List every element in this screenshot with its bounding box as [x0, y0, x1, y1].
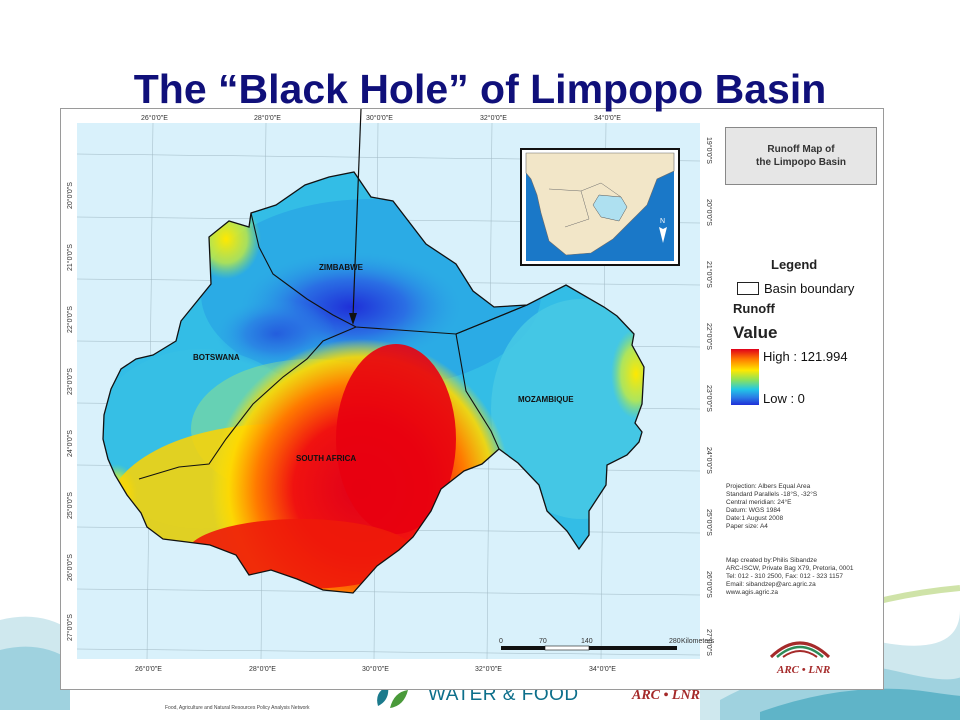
- svg-text:ARC • LNR: ARC • LNR: [776, 664, 830, 676]
- boundary-swatch-icon: [737, 282, 759, 295]
- map-title-line: Runoff Map of: [767, 144, 835, 155]
- scale-tick: 0: [499, 638, 503, 645]
- country-label: BOTSWANA: [193, 353, 240, 362]
- scale-tick: 280: [669, 638, 681, 645]
- lon-label: 26°0'0"E: [135, 665, 162, 673]
- scale-unit: Kilometers: [681, 638, 715, 645]
- map-title-box: Runoff Map of the Limpopo Basin: [725, 127, 877, 185]
- boundary-label: Basin boundary: [764, 281, 855, 296]
- water-food-leaf-icon: [377, 686, 408, 708]
- lat-label: 21°0'0"S: [705, 261, 713, 288]
- lon-label: 28°0'0"E: [254, 114, 281, 122]
- country-labels: ZIMBABWE BOTSWANA MOZAMBIQUE SOUTH AFRIC…: [193, 263, 574, 463]
- lat-label: 22°0'0"S: [705, 323, 713, 350]
- slide-title: The “Black Hole” of Limpopo Basin: [133, 66, 827, 112]
- lat-label: 20°0'0"S: [705, 199, 713, 226]
- left-waves: [0, 616, 70, 710]
- arc-lnr-logo: ARC • LNR: [769, 641, 830, 676]
- lat-label: 26°0'0"S: [66, 554, 74, 581]
- lat-label: 25°0'0"S: [66, 492, 74, 519]
- legend-runoff-label: Runoff: [733, 301, 775, 316]
- lat-label: 27°0'0"S: [705, 629, 713, 656]
- meta-line: Paper size: A4: [726, 523, 768, 530]
- lat-label: 21°0'0"S: [66, 244, 74, 271]
- credit-line: www.agis.agric.za: [726, 589, 779, 596]
- credit-line: Map created by:Philis Sibandze: [726, 557, 818, 564]
- map-title-line: the Limpopo Basin: [756, 157, 846, 168]
- credit-line: ARC-ISCW, Private Bag X79, Pretoria, 000…: [726, 565, 854, 572]
- north-label: N: [660, 218, 665, 225]
- lat-label: 24°0'0"S: [705, 447, 713, 474]
- meta-line: Date:1 August 2008: [726, 515, 784, 522]
- lat-labels-left: 20°0'0"S 21°0'0"S 22°0'0"S 23°0'0"S 24°0…: [66, 182, 74, 641]
- lat-label: 25°0'0"S: [705, 509, 713, 536]
- color-ramp: [731, 349, 759, 405]
- lat-label: 22°0'0"S: [66, 306, 74, 333]
- lat-label: 20°0'0"S: [66, 182, 74, 209]
- pointer-arrow: [349, 109, 362, 325]
- lat-label: 27°0'0"S: [66, 614, 74, 641]
- lat-label: 19°0'0"S: [705, 137, 713, 164]
- projection-info: Projection: Albers Equal Area Standard P…: [726, 483, 882, 531]
- country-label: ZIMBABWE: [319, 263, 364, 272]
- lon-label: 26°0'0"E: [141, 114, 168, 122]
- meta-line: Projection: Albers Equal Area: [726, 483, 811, 490]
- map-credit: Map created by:Philis Sibandze ARC-ISCW,…: [726, 557, 882, 597]
- country-label: MOZAMBIQUE: [518, 395, 574, 404]
- lat-label: 23°0'0"S: [66, 368, 74, 395]
- country-borders: [138, 212, 528, 480]
- lat-label: 24°0'0"S: [66, 430, 74, 457]
- lon-label: 30°0'0"E: [362, 665, 389, 673]
- lon-label: 32°0'0"E: [480, 114, 507, 122]
- meta-line: Datum: WGS 1984: [726, 507, 781, 514]
- lat-label: 23°0'0"S: [705, 385, 713, 412]
- scale-tick: 70: [539, 638, 547, 645]
- legend-panel: Runoff Map of the Limpopo Basin Legend B…: [715, 108, 884, 690]
- arc-lnr-text: ARC • LNR: [632, 688, 700, 703]
- lon-label: 34°0'0"E: [589, 665, 616, 673]
- legend-boundary-item: Basin boundary: [737, 281, 854, 296]
- lon-labels-bottom: 26°0'0"E 28°0'0"E 30°0'0"E 32°0'0"E 34°0…: [135, 665, 616, 673]
- legend-low-label: Low : 0: [763, 391, 805, 406]
- lon-label: 28°0'0"E: [249, 665, 276, 673]
- fanrpan-tagline: Food, Agriculture and Natural Resources …: [165, 705, 310, 711]
- scale-bar: 0 70 140 280 Kilometers: [499, 638, 715, 651]
- runoff-map: 26°0'0"E 28°0'0"E 30°0'0"E 32°0'0"E 34°0…: [60, 108, 717, 690]
- lon-label: 34°0'0"E: [594, 114, 621, 122]
- lat-labels-right: 19°0'0"S 20°0'0"S 21°0'0"S 22°0'0"S 23°0…: [705, 137, 713, 656]
- scale-tick: 140: [581, 638, 593, 645]
- meta-line: Central meridian: 24°E: [726, 499, 792, 506]
- north-arrow-icon: N: [659, 218, 667, 243]
- credit-line: Tel: 012 - 310 2500, Fax: 012 - 323 1157: [726, 573, 843, 580]
- lon-label: 32°0'0"E: [475, 665, 502, 673]
- footer: Food, Agriculture and Natural Resources …: [0, 684, 960, 720]
- legend-high-label: High : 121.994: [763, 349, 848, 364]
- country-label: SOUTH AFRICA: [296, 454, 356, 463]
- lon-labels-top: 26°0'0"E 28°0'0"E 30°0'0"E 32°0'0"E 34°0…: [141, 114, 621, 122]
- meta-line: Standard Parallels -18°S, -32°S: [726, 491, 818, 498]
- legend-value-label: Value: [733, 323, 778, 342]
- credit-line: Email: sibandzep@arc.agric.za: [726, 581, 816, 588]
- inset-map: N: [520, 148, 680, 266]
- lon-label: 30°0'0"E: [366, 114, 393, 122]
- legend-title: Legend: [771, 257, 818, 272]
- lat-label: 26°0'0"S: [705, 571, 713, 598]
